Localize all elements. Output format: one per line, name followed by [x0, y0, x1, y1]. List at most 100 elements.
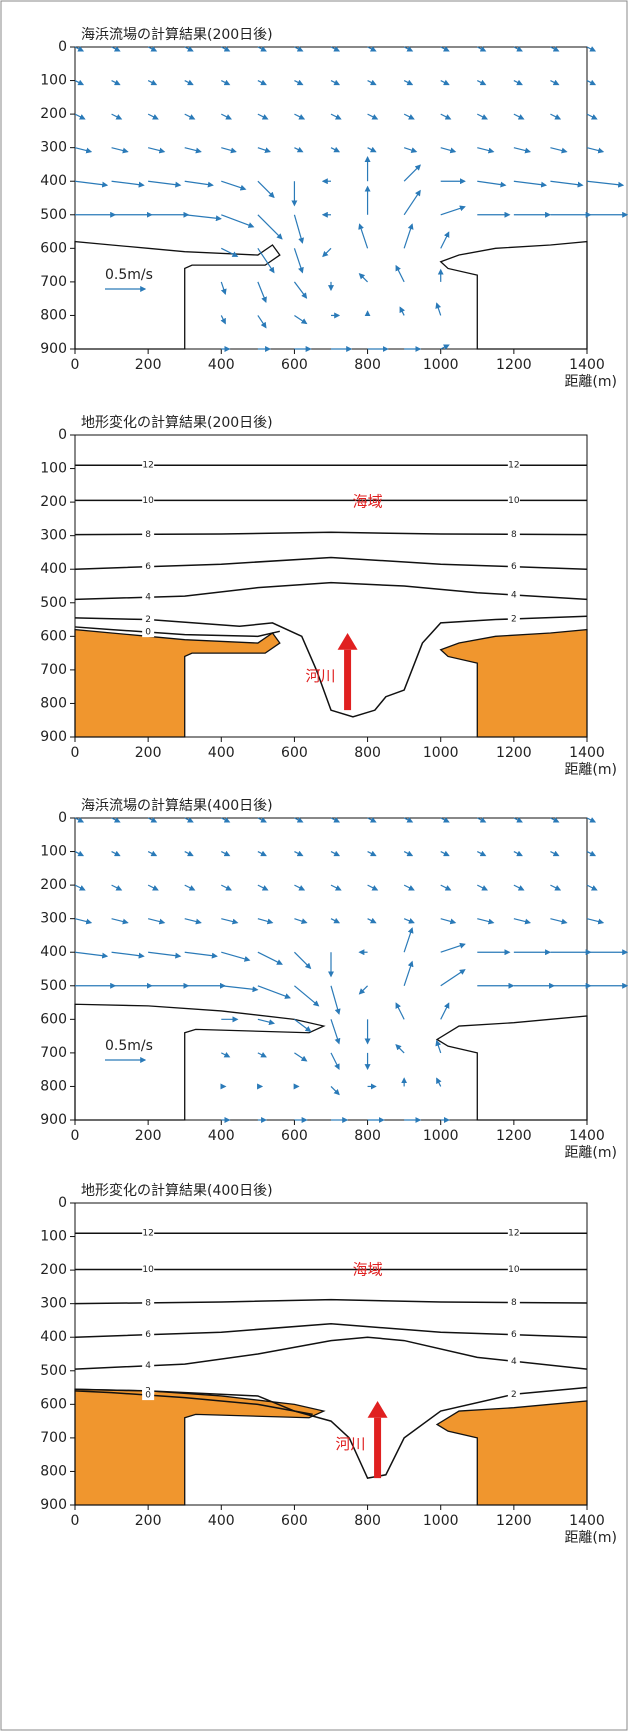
y-tick-label: 700	[40, 274, 67, 290]
chart-title: 海浜流場の計算結果(200日後)	[81, 27, 273, 43]
x-tick-label: 1400	[569, 1513, 605, 1529]
vector	[587, 818, 595, 822]
vector	[587, 81, 595, 85]
x-tick-label: 0	[71, 1513, 80, 1529]
x-tick-label: 600	[281, 745, 308, 761]
x-tick-label: 200	[135, 1128, 162, 1144]
contour-label: 2	[511, 614, 517, 624]
y-tick-label: 100	[40, 461, 67, 477]
y-tick-label: 800	[40, 307, 67, 323]
contour-label: 10	[142, 1265, 154, 1275]
x-tick-label: 400	[208, 745, 235, 761]
x-tick-label: 1000	[423, 745, 459, 761]
x-axis-label: 距離(m)	[564, 373, 617, 390]
y-tick-label: 500	[40, 978, 67, 994]
y-tick-label: 200	[40, 494, 67, 510]
page: 海浜流場の計算結果(200日後)010020030040050060070080…	[0, 0, 628, 1731]
x-tick-label: 400	[208, 1128, 235, 1144]
y-tick-label: 900	[40, 1112, 67, 1128]
x-tick-label: 600	[281, 1128, 308, 1144]
y-tick-label: 500	[40, 207, 67, 223]
x-tick-label: 600	[281, 1513, 308, 1529]
x-tick-label: 800	[354, 1513, 381, 1529]
x-tick-label: 1200	[496, 1513, 532, 1529]
x-tick-label: 0	[71, 1128, 80, 1144]
chart-title: 海浜流場の計算結果(400日後)	[81, 798, 273, 814]
y-tick-label: 600	[40, 628, 67, 644]
annotation: 河川	[336, 1435, 366, 1453]
y-tick-label: 500	[40, 1363, 67, 1379]
y-tick-label: 900	[40, 729, 67, 745]
x-tick-label: 800	[354, 357, 381, 373]
annotation: 海域	[353, 493, 383, 511]
x-tick-label: 800	[354, 745, 381, 761]
y-tick-label: 200	[40, 877, 67, 893]
panel: 地形変化の計算結果(400日後)010020030040050060070080…	[40, 1182, 617, 1546]
scale-label: 0.5m/s	[105, 267, 153, 283]
y-tick-label: 300	[40, 1296, 67, 1312]
x-tick-label: 200	[135, 745, 162, 761]
y-tick-label: 0	[58, 1195, 67, 1211]
contour-label: 0	[145, 1391, 151, 1401]
x-axis-label: 距離(m)	[564, 1144, 617, 1161]
vector	[587, 885, 597, 890]
x-tick-label: 1200	[496, 745, 532, 761]
y-tick-label: 100	[40, 844, 67, 860]
contour-label: 8	[511, 1298, 517, 1308]
contour-label: 4	[145, 1361, 151, 1371]
x-tick-label: 1200	[496, 1128, 532, 1144]
y-tick-label: 800	[40, 1078, 67, 1094]
contour-label: 6	[145, 562, 151, 572]
contour-label: 12	[508, 1229, 519, 1239]
contour-label: 0	[145, 628, 151, 638]
vector	[587, 114, 597, 119]
x-tick-label: 1000	[423, 357, 459, 373]
contour-label: 2	[145, 615, 151, 625]
y-tick-label: 0	[58, 39, 67, 55]
x-tick-label: 400	[208, 1513, 235, 1529]
x-tick-label: 1000	[423, 1128, 459, 1144]
y-tick-label: 400	[40, 561, 67, 577]
x-axis-label: 距離(m)	[564, 1529, 617, 1546]
y-tick-label: 800	[40, 695, 67, 711]
y-tick-label: 600	[40, 1011, 67, 1027]
contour-label: 4	[511, 590, 517, 600]
x-tick-label: 1400	[569, 357, 605, 373]
contour-label: 12	[508, 461, 519, 471]
x-tick-label: 0	[71, 745, 80, 761]
y-tick-label: 400	[40, 1329, 67, 1345]
y-tick-label: 700	[40, 1430, 67, 1446]
y-tick-label: 100	[40, 73, 67, 89]
contour-label: 6	[511, 1330, 517, 1340]
annotation: 海域	[353, 1261, 383, 1279]
contour-label: 10	[142, 496, 154, 506]
panel: 海浜流場の計算結果(200日後) 0 100 200 300 400 500 600 700 80…	[40, 27, 627, 390]
contour-label: 8	[145, 1298, 151, 1308]
scale-label: 0.5m/s	[105, 1038, 153, 1054]
x-tick-label: 1200	[496, 357, 532, 373]
contour-label: 6	[145, 1330, 151, 1340]
y-tick-label: 300	[40, 140, 67, 156]
contour-label: 2	[511, 1390, 517, 1400]
x-tick-label: 1000	[423, 1513, 459, 1529]
vector	[587, 919, 603, 923]
y-tick-label: 700	[40, 1045, 67, 1061]
y-tick-label: 200	[40, 1262, 67, 1278]
vector	[587, 148, 603, 152]
x-tick-label: 800	[354, 1128, 381, 1144]
panel: 海浜流場の計算結果(400日後)010020030040050060070080…	[40, 798, 627, 1161]
x-tick-label: 600	[281, 357, 308, 373]
vector	[587, 852, 595, 856]
x-tick-label: 200	[135, 1513, 162, 1529]
x-tick-label: 1400	[569, 1128, 605, 1144]
y-tick-label: 900	[40, 1497, 67, 1513]
annotation: 河川	[306, 667, 336, 685]
y-tick-label: 700	[40, 662, 67, 678]
y-tick-label: 400	[40, 173, 67, 189]
contour-label: 12	[142, 461, 153, 471]
y-tick-label: 600	[40, 1396, 67, 1412]
x-axis-label: 距離(m)	[564, 761, 617, 778]
contour-label: 6	[511, 562, 517, 572]
contour-label: 12	[142, 1229, 153, 1239]
x-tick-label: 200	[135, 357, 162, 373]
